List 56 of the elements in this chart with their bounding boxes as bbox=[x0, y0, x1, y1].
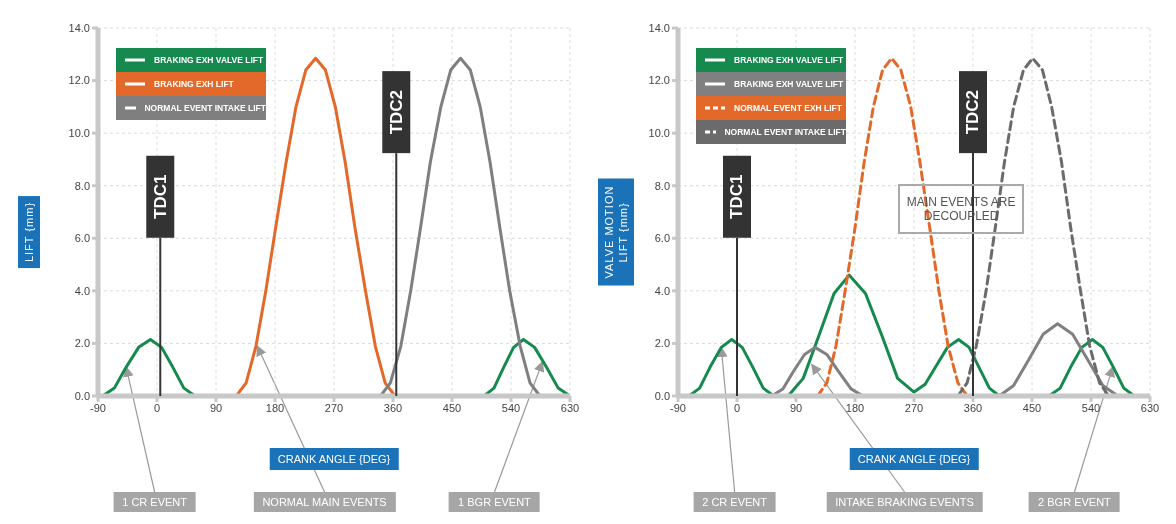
text: BRAKING EXH VALVE LIFT bbox=[734, 55, 844, 65]
y-tick-label: 2.0 bbox=[654, 337, 670, 350]
y-tick-label: 6.0 bbox=[654, 232, 670, 245]
text: NORMAL EVENT INTAKE LIFT bbox=[144, 103, 266, 113]
annotation: 2 BGR EVENT bbox=[1029, 492, 1120, 512]
x-tick-label: 90 bbox=[789, 401, 803, 414]
y-tick-label: 14.0 bbox=[648, 21, 670, 34]
text: NORMAL EVENT INTAKE LIFT bbox=[724, 127, 846, 137]
y-tick-label: 0.0 bbox=[654, 389, 670, 402]
ref-line-label: TDC2 bbox=[963, 89, 983, 135]
x-tick-label: 180 bbox=[265, 401, 285, 414]
x-tick-label: 360 bbox=[383, 401, 403, 414]
annotation: INTAKE BRAKING EVENTS bbox=[826, 492, 983, 512]
y-tick-label: 6.0 bbox=[74, 232, 90, 245]
y-tick-label: 0.0 bbox=[74, 389, 90, 402]
x-tick-label: 180 bbox=[845, 401, 865, 414]
x-tick-label: 630 bbox=[1140, 401, 1160, 414]
y-tick-label: 8.0 bbox=[654, 179, 670, 192]
y-tick-label: 12.0 bbox=[648, 74, 670, 87]
x-tick-label: -90 bbox=[90, 401, 106, 414]
y-axis-title: LIFT {mm} bbox=[18, 195, 40, 269]
x-axis-title: CRANK ANGLE {DEG} bbox=[849, 448, 979, 470]
ref-line-label: TDC1 bbox=[150, 174, 170, 219]
y-tick-label: 4.0 bbox=[654, 284, 670, 297]
annotation: 1 CR EVENT bbox=[113, 492, 197, 512]
y-tick-label: 10.0 bbox=[68, 127, 90, 140]
text: BRAKING EXH VALVE LIFT bbox=[154, 55, 264, 65]
x-tick-label: 0 bbox=[733, 401, 741, 414]
ref-line-label: TDC2 bbox=[386, 89, 406, 135]
ref-line-label: TDC1 bbox=[727, 174, 747, 219]
x-tick-label: 450 bbox=[1022, 401, 1042, 414]
x-tick-label: 270 bbox=[324, 401, 344, 414]
x-tick-label: -90 bbox=[670, 401, 686, 414]
y-tick-label: 10.0 bbox=[648, 127, 670, 140]
annotation: NORMAL MAIN EVENTS bbox=[253, 492, 396, 512]
x-tick-label: 0 bbox=[153, 401, 161, 414]
annotation: 1 BGR EVENT bbox=[449, 492, 540, 512]
x-tick-label: 90 bbox=[209, 401, 223, 414]
y-tick-label: 2.0 bbox=[74, 337, 90, 350]
x-axis-title: CRANK ANGLE {DEG} bbox=[269, 448, 399, 470]
y-tick-label: 14.0 bbox=[68, 21, 90, 34]
annotation: 2 CR EVENT bbox=[693, 492, 777, 512]
x-tick-label: 630 bbox=[560, 401, 580, 414]
y-tick-label: 12.0 bbox=[68, 74, 90, 87]
x-tick-label: 450 bbox=[442, 401, 462, 414]
y-tick-label: 4.0 bbox=[74, 284, 90, 297]
text: NORMAL EVENT EXH LIFT bbox=[734, 103, 842, 113]
y-axis-title: VALVE MOTION LIFT {mm} bbox=[598, 178, 634, 286]
x-tick-label: 360 bbox=[963, 401, 983, 414]
x-tick-label: 540 bbox=[1081, 401, 1101, 414]
text: BRAKING EXH VALVE LIFT bbox=[734, 79, 844, 89]
x-tick-label: 270 bbox=[904, 401, 924, 414]
x-tick-label: 540 bbox=[501, 401, 521, 414]
line-series bbox=[379, 56, 542, 396]
y-tick-label: 8.0 bbox=[74, 179, 90, 192]
text: BRAKING EXH LIFT bbox=[154, 79, 234, 89]
